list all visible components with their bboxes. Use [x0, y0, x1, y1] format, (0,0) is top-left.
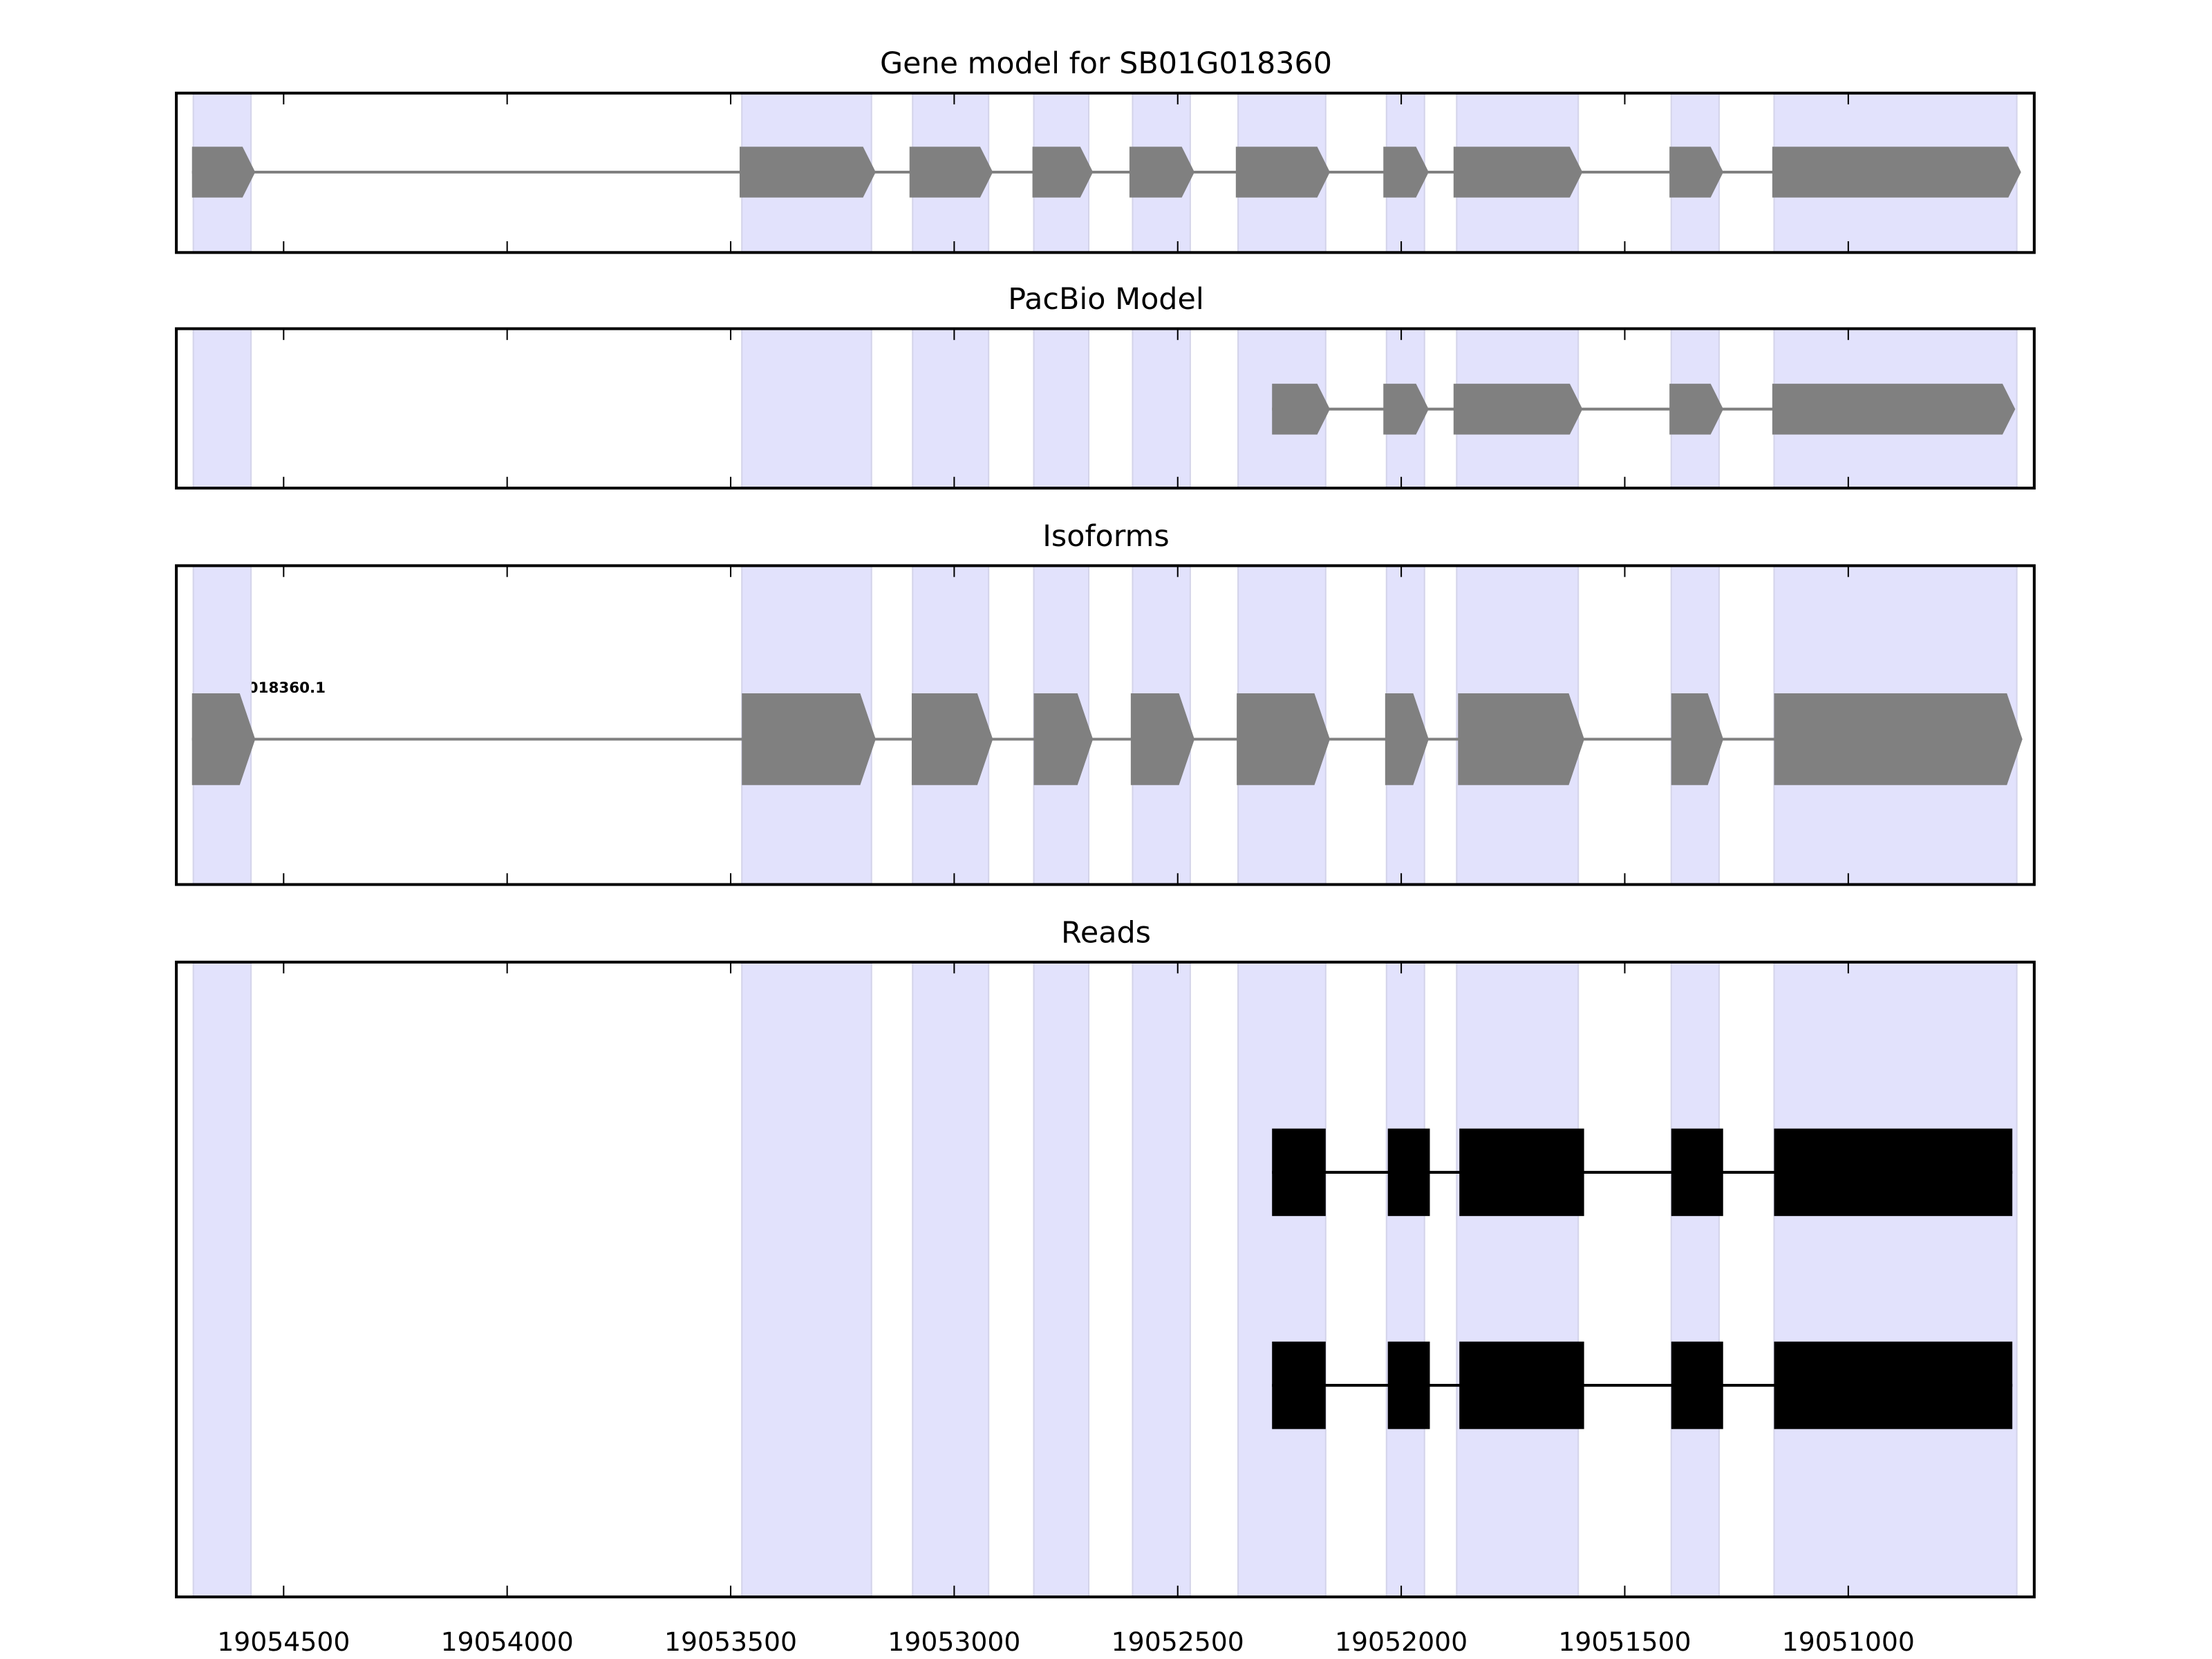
x-tick-label: 19051000 [1782, 1627, 1915, 1657]
read-exon-block [1671, 1341, 1723, 1430]
read-exon-block [1387, 1341, 1430, 1430]
shaded-exon-region [912, 961, 990, 1598]
exon-arrow [1237, 693, 1330, 785]
panel-model-0 [175, 91, 2036, 254]
panel-frame [175, 960, 2036, 1599]
exon-arrow [1774, 693, 2023, 785]
panel-title-gene-model: Gene model for SB01G018360 [880, 46, 1332, 81]
shaded-exon-region [192, 961, 252, 1598]
exon-arrow [1385, 693, 1429, 785]
read-exon-block [1774, 1341, 2013, 1430]
panel-frame [175, 91, 2036, 254]
shaded-exon-region [912, 328, 990, 489]
exon-arrow [1033, 693, 1094, 785]
read-exon-block [1459, 1128, 1584, 1217]
read-exon-block [1774, 1128, 2013, 1217]
x-tick-label: 19053000 [888, 1627, 1020, 1657]
exon-arrow [911, 693, 993, 785]
shaded-exon-region [741, 961, 872, 1598]
panel-title-reads: Reads [1061, 915, 1151, 950]
shaded-exon-region [1033, 961, 1090, 1598]
panel-model-1 [175, 327, 2036, 490]
exon-arrow [1129, 147, 1194, 198]
shaded-exon-region [192, 328, 252, 489]
panel-title-isoforms: Isoforms [1042, 519, 1169, 554]
x-tick-label: 19054000 [441, 1627, 574, 1657]
exon-arrow [1669, 384, 1724, 435]
read-exon-block [1387, 1128, 1430, 1217]
exon-arrow [1383, 384, 1429, 435]
x-tick-label: 19052500 [1112, 1627, 1244, 1657]
exon-arrow [1235, 147, 1330, 198]
shaded-exon-region [1237, 961, 1327, 1598]
read-exon-block [1272, 1128, 1326, 1217]
exon-arrow [1671, 693, 1724, 785]
exon-arrow [1453, 147, 1583, 198]
read-exon-block [1459, 1341, 1584, 1430]
panel-isoform-2 [175, 564, 2036, 886]
exon-arrow [1458, 693, 1584, 785]
exon-arrow [909, 147, 993, 198]
panel-frame [175, 327, 2036, 490]
x-tick-label: 19052000 [1335, 1627, 1468, 1657]
exon-arrow [1453, 384, 1583, 435]
shaded-exon-region [1456, 961, 1580, 1598]
exon-arrow [739, 147, 876, 198]
exon-arrow [1272, 384, 1330, 435]
exon-arrow [191, 693, 256, 785]
shaded-exon-region [741, 328, 872, 489]
panel-frame [175, 564, 2036, 886]
exon-arrow [191, 147, 256, 198]
shaded-exon-region [1773, 961, 2018, 1598]
shaded-exon-region [1132, 961, 1191, 1598]
exon-arrow [1383, 147, 1429, 198]
exon-arrow [1130, 693, 1194, 785]
shaded-exon-region [1385, 961, 1425, 1598]
exon-arrow [1772, 147, 2021, 198]
exon-arrow [742, 693, 876, 785]
x-tick-label: 19053500 [664, 1627, 797, 1657]
exon-arrow [1032, 147, 1094, 198]
x-tick-label: 19051500 [1558, 1627, 1691, 1657]
read-exon-block [1671, 1128, 1723, 1217]
exon-arrow [1669, 147, 1724, 198]
read-exon-block [1272, 1341, 1326, 1430]
x-tick-label: 19054500 [217, 1627, 350, 1657]
exon-arrow [1772, 384, 2016, 435]
shaded-exon-region [1033, 328, 1090, 489]
panel-title-pacbio: PacBio Model [1008, 282, 1203, 317]
shaded-exon-region [1132, 328, 1191, 489]
shaded-exon-region [1670, 961, 1720, 1598]
panel-reads-3: 19054500 19054000 19053500 19053000 19052500… [175, 960, 2036, 1657]
